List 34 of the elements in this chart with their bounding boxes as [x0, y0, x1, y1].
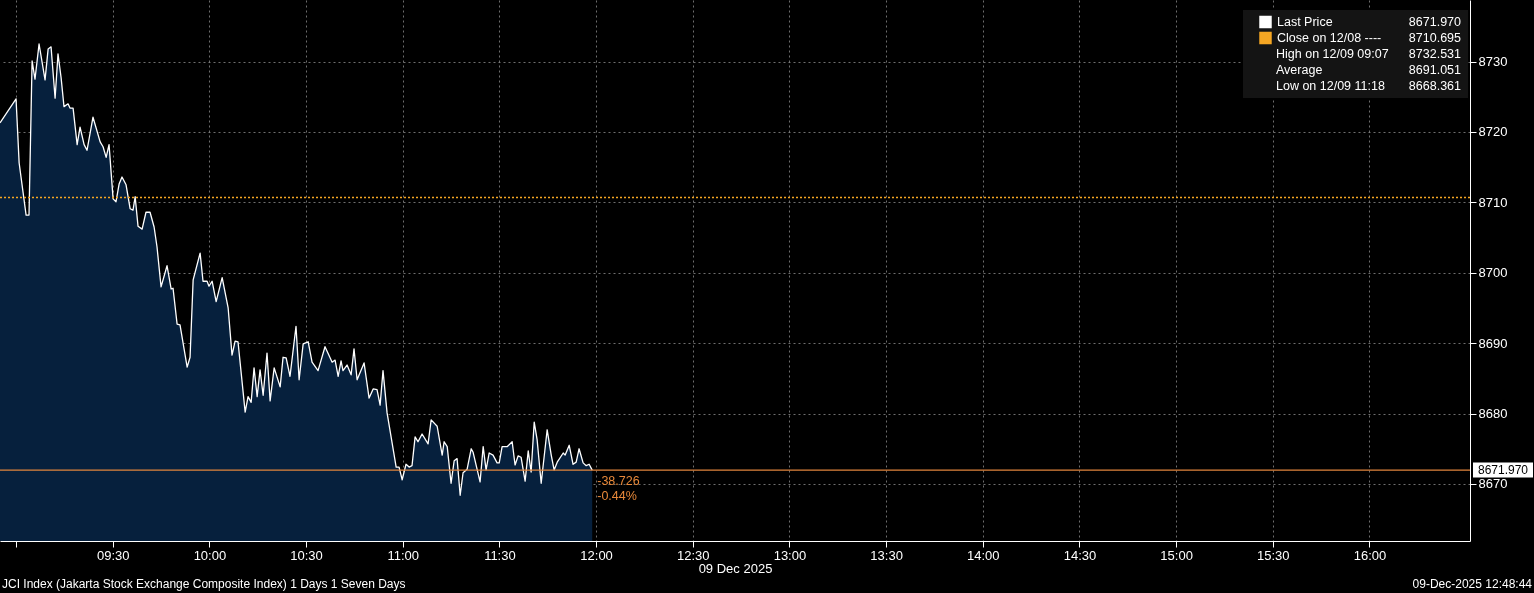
x-tick-label: 12:30 — [676, 547, 710, 563]
x-tick-label: 13:00 — [773, 547, 807, 563]
annotation: 8671.970 — [1408, 15, 1462, 29]
ref-line-label: 8671.970 — [1477, 463, 1529, 478]
x-tick-label: 15:30 — [1257, 547, 1290, 563]
y-tick-label: 8700 — [1478, 265, 1508, 281]
text: Average 8691.051 — [1276, 63, 1461, 77]
x-tick-label: 10:30 — [290, 547, 323, 563]
x-tick-label: 12:00 — [580, 547, 613, 563]
x-tick-label: 15:00 — [1160, 547, 1193, 563]
y-tick-label: 8720 — [1478, 124, 1508, 140]
text: Low on 12/09 11:18 8668.361 — [1276, 79, 1461, 93]
x-axis-title: 09 Dec 2025 — [698, 560, 773, 576]
annotation: -38.726 — [597, 474, 640, 489]
x-tick-label: 13:30 — [870, 547, 903, 563]
x-tick-label: 16:00 — [1353, 547, 1387, 563]
x-tick-label: 11:30 — [484, 547, 516, 563]
text: High on 12/09 09:07 8732.531 — [1276, 47, 1461, 61]
annotation: 8710.695 — [1408, 31, 1462, 45]
x-tick-label: 14:30 — [1063, 547, 1097, 563]
x-tick-label: 09:30 — [96, 547, 130, 563]
y-tick-label: 8690 — [1478, 335, 1508, 351]
y-tick-label: 8670 — [1478, 476, 1508, 492]
x-tick-label: 10:00 — [193, 547, 227, 563]
x-tick-label: 14:00 — [967, 547, 1000, 563]
y-tick-label: 8710 — [1478, 194, 1508, 210]
legend-label: Close on 12/08 ---- — [1277, 31, 1382, 45]
y-tick-label: 8680 — [1478, 406, 1508, 422]
x-tick-label: 11:00 — [387, 547, 420, 563]
legend-label: Last Price — [1277, 15, 1333, 29]
annotation: -0.44% — [597, 489, 637, 504]
text: JCI Index (Jakarta Stock Exchange Composite Index) 1 Days 1 Seven Days — [2, 577, 406, 591]
text: 09-Dec-2025 12:48:44 — [1412, 577, 1533, 591]
y-tick-label: 8730 — [1478, 54, 1508, 70]
